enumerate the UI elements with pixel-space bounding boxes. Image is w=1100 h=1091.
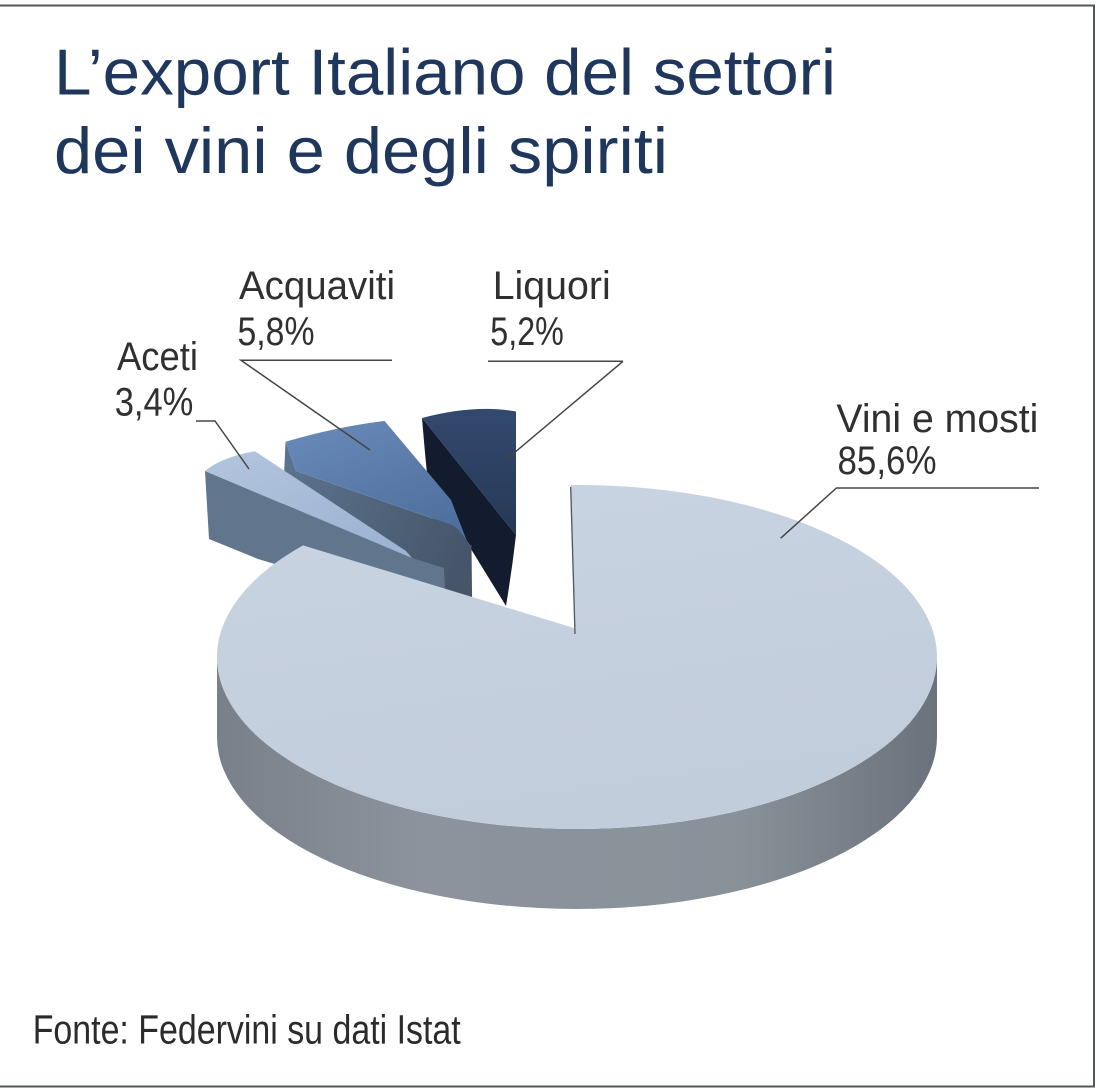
- svg-text:5,8%: 5,8%: [238, 310, 315, 354]
- svg-text:5,2%: 5,2%: [490, 310, 564, 354]
- svg-text:85,6%: 85,6%: [838, 439, 937, 483]
- svg-text:Acquaviti: Acquaviti: [239, 264, 395, 308]
- svg-text:dei vini e degli spiriti: dei vini e degli spiriti: [54, 114, 668, 187]
- svg-text:Fonte: Federvini su dati Istat: Fonte: Federvini su dati Istat: [33, 1007, 461, 1053]
- svg-text:3,4%: 3,4%: [115, 381, 194, 425]
- svg-text:Aceti: Aceti: [117, 335, 198, 379]
- svg-text:Vini e mosti: Vini e mosti: [836, 397, 1038, 441]
- svg-text:L’export Italiano del settori: L’export Italiano del settori: [54, 36, 836, 109]
- svg-text:Liquori: Liquori: [493, 264, 611, 308]
